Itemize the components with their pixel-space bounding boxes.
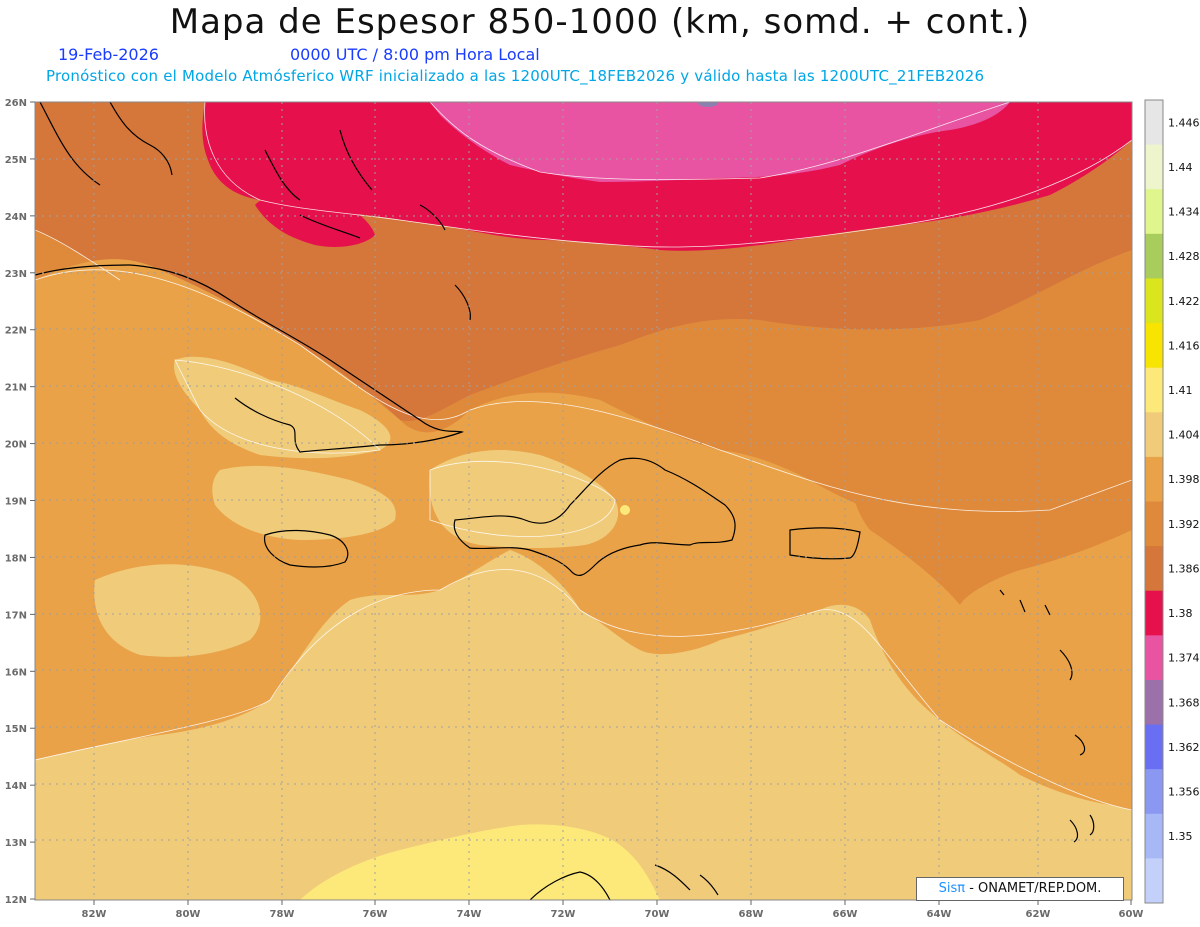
band-1404-cuba: [174, 356, 391, 459]
map-title: Mapa de Espesor 850-1000 (km, somd. + co…: [169, 2, 1031, 42]
lon-label: 74W: [457, 909, 482, 920]
lon-label: 66W: [833, 909, 858, 920]
band-1404-west: [212, 465, 396, 540]
lon-label: 70W: [645, 909, 670, 920]
lon-label: 64W: [927, 909, 952, 920]
colorbar-swatch: [1145, 724, 1163, 770]
colorbar-label: 1.41: [1168, 384, 1193, 397]
credit-box: Sisπ - ONAMET/REP.DOM.: [916, 877, 1124, 901]
lon-label: 68W: [739, 909, 764, 920]
colorbar-swatch: [1145, 858, 1163, 904]
lat-label: 21N: [5, 383, 27, 394]
colorbar-label: 1.398: [1168, 473, 1200, 486]
lat-label: 23N: [5, 269, 27, 280]
band-1368-spot: [698, 102, 718, 107]
colorbar-swatch: [1145, 367, 1163, 413]
colorbar: 1.446 1.44 1.434 1.428 1.422 1.416 1.41 1.404 1.…: [1144, 99, 1200, 904]
colorbar-label: 1.35: [1168, 830, 1193, 843]
colorbar-swatch: [1145, 769, 1163, 815]
colorbar-swatch: [1145, 233, 1163, 279]
lat-label: 24N: [5, 212, 27, 223]
colorbar-frame: [1144, 99, 1164, 904]
colorbar-swatch: [1145, 456, 1163, 502]
colorbar-label: 1.416: [1168, 339, 1200, 352]
colorbar-label: 1.386: [1168, 562, 1200, 575]
model-info: Pronóstico con el Modelo Atmósferico WRF…: [46, 67, 985, 85]
colorbar-swatch: [1145, 189, 1163, 235]
colorbar-swatch: [1145, 323, 1163, 369]
colorbar-swatch: [1145, 412, 1163, 458]
forecast-date: 19-Feb-2026: [58, 45, 159, 64]
colorbar-label: 1.404: [1168, 429, 1200, 442]
band-1410-spot: [620, 505, 630, 515]
credit-text: - ONAMET/REP.DOM.: [965, 881, 1102, 896]
lat-label: 15N: [5, 724, 27, 735]
band-1410-south: [300, 824, 660, 900]
lat-label: 16N: [5, 667, 27, 678]
colorbar-label: 1.38: [1168, 607, 1193, 620]
band-1404-hispaniola: [429, 450, 619, 549]
colorbar-label: 1.422: [1168, 295, 1200, 308]
longitude-axis: 82W 80W 78W 76W 74W 72W 70W 68W 66W 64W 62W 60W: [82, 900, 1144, 920]
lat-label: 22N: [5, 326, 27, 337]
lat-label: 17N: [5, 610, 27, 621]
colorbar-swatch: [1145, 590, 1163, 636]
colorbar-label: 1.434: [1168, 206, 1200, 219]
colorbar-label: 1.446: [1168, 116, 1200, 129]
lon-label: 82W: [82, 909, 107, 920]
band-1404-mid: [94, 564, 261, 657]
lon-label: 80W: [176, 909, 201, 920]
colorbar-swatch: [1145, 100, 1163, 146]
band-1374: [430, 102, 1010, 182]
colorbar-label: 1.356: [1168, 785, 1200, 798]
colorbar-swatch: [1145, 813, 1163, 859]
lat-label: 14N: [5, 781, 27, 792]
colorbar-swatch: [1145, 501, 1163, 547]
lat-label: 25N: [5, 155, 27, 166]
lat-label: 12N: [5, 895, 27, 906]
colorbar-label: 1.374: [1168, 652, 1200, 665]
colorbar-label: 1.392: [1168, 518, 1200, 531]
colorbar-label: 1.44: [1168, 161, 1193, 174]
lat-label: 13N: [5, 838, 27, 849]
colorbar-swatch: [1145, 635, 1163, 681]
lat-label: 18N: [5, 553, 27, 564]
lat-label: 19N: [5, 497, 27, 508]
lat-label: 26N: [5, 98, 27, 109]
band-1404-south: [35, 550, 1132, 900]
contour-lines: [35, 102, 1132, 811]
grid-lines: [35, 102, 1132, 900]
latitude-axis: 26N 25N 24N 23N 22N 21N 20N 19N 18N 17N 16N 15N 14N 1…: [5, 98, 35, 906]
lat-label: 20N: [5, 440, 27, 451]
forecast-time: 0000 UTC / 8:00 pm Hora Local: [290, 45, 540, 64]
lon-label: 76W: [363, 909, 388, 920]
lon-label: 78W: [270, 909, 295, 920]
colorbar-label: 1.368: [1168, 696, 1200, 709]
colorbar-swatch: [1145, 144, 1163, 190]
colorbar-swatch: [1145, 679, 1163, 726]
colorbar-swatch: [1145, 278, 1163, 324]
colorbar-swatch: [1145, 546, 1163, 592]
lon-label: 60W: [1119, 909, 1144, 920]
thickness-field: [35, 102, 1132, 900]
coastlines: [35, 102, 1095, 900]
lon-label: 62W: [1026, 909, 1051, 920]
colorbar-label: 1.428: [1168, 250, 1200, 263]
lon-label: 72W: [551, 909, 576, 920]
credit-brand: Sisπ: [938, 881, 966, 896]
colorbar-label: 1.362: [1168, 741, 1200, 754]
band-1398-east: [851, 370, 1132, 605]
